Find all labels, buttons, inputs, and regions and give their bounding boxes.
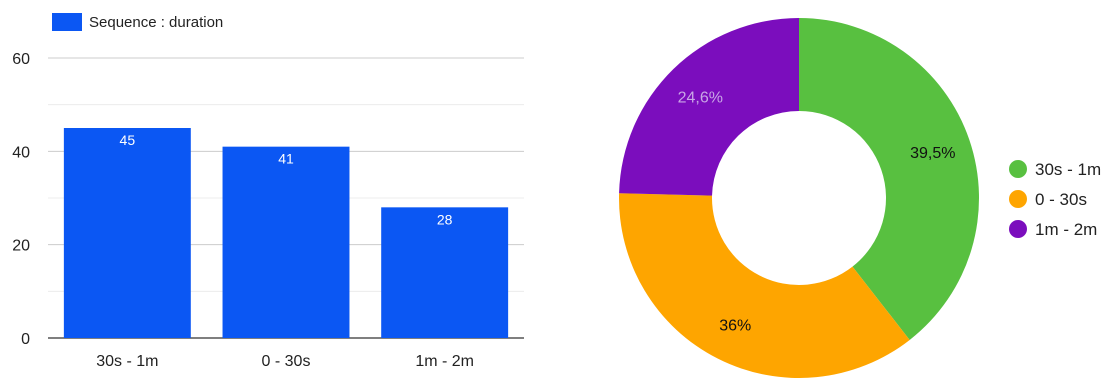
y-tick-label: 20 [12,238,30,255]
x-tick-label: 0 - 30s [262,353,311,370]
slice-data-label: 24,6% [678,90,723,107]
bar [63,128,191,338]
bar [222,146,350,338]
donut-slice [799,18,979,340]
legend-swatch [52,13,82,31]
legend-label: 0 - 30s [1035,190,1087,209]
legend-marker [1009,190,1027,208]
bar-chart: 0 20 40 60 45 30s - 1m 41 0 - 30s 28 1m - 2m Seque… [12,13,524,370]
bar-data-label: 28 [437,211,453,227]
donut-slice [619,18,799,196]
slice-data-label: 39,5% [910,145,955,162]
y-tick-label: 60 [12,51,30,68]
bar-data-label: 45 [120,132,136,148]
legend-marker [1009,220,1027,238]
bar [381,207,509,338]
x-tick-label: 1m - 2m [415,353,474,370]
donut-slice [619,193,910,378]
legend-label: 30s - 1m [1035,160,1101,179]
y-tick-label: 0 [21,331,30,348]
bar-data-label: 41 [278,151,294,167]
slice-data-label: 36% [719,317,751,334]
legend-label: Sequence : duration [89,14,223,31]
donut-chart: 39,5% 36% 24,6% 30s - 1m 0 - 30s 1m - 2m [619,18,1101,378]
y-tick-label: 40 [12,144,30,161]
legend-label: 1m - 2m [1035,220,1097,239]
x-tick-label: 30s - 1m [96,353,158,370]
legend-marker [1009,160,1027,178]
